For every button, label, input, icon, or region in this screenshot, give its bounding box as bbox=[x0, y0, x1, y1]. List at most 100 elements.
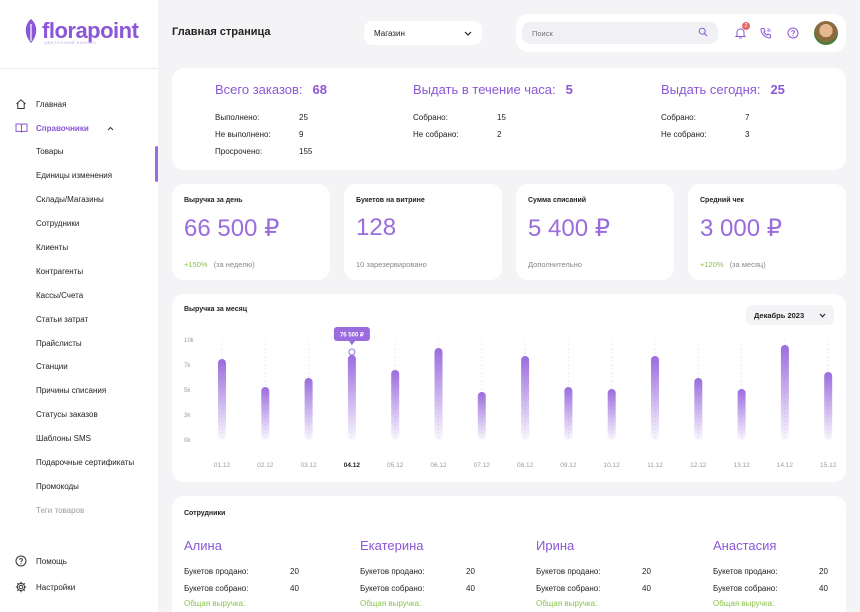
employee-name[interactable]: Анастасия bbox=[713, 538, 777, 553]
sidebar-subitem[interactable]: Станции bbox=[36, 362, 68, 372]
sidebar-subitem[interactable]: Причины списания bbox=[36, 386, 107, 396]
employee-name[interactable]: Алина bbox=[184, 538, 222, 553]
sidebar-subitem[interactable]: Подарочные сертификаты bbox=[36, 458, 135, 468]
tooltip-arrow bbox=[348, 341, 355, 345]
sidebar-scrollbar[interactable] bbox=[155, 146, 158, 182]
chevron-down-icon bbox=[819, 311, 826, 320]
sidebar-subitem[interactable]: Контрагенты bbox=[36, 266, 84, 276]
sidebar-subitem[interactable]: Промокоды bbox=[36, 481, 79, 491]
kpi-delta: +120% bbox=[700, 260, 724, 269]
y-tick-label: 7k bbox=[184, 363, 191, 369]
employee-name[interactable]: Ирина bbox=[536, 538, 575, 553]
revenue-bar-chart: 0k 3k 5k 7k 10k 01.12 02.12 03.12 04.12 05.12 06.1… bbox=[184, 327, 837, 469]
kpi-card-daily-revenue: Выручка за день 66 500 ₽ +150% (за неделю… bbox=[172, 184, 330, 280]
x-tick-label: 04.12 bbox=[344, 462, 361, 469]
x-tick-label: 03.12 bbox=[300, 462, 317, 469]
employee-name[interactable]: Екатерина bbox=[360, 538, 424, 553]
stat-label: Собрано: bbox=[413, 113, 448, 122]
leaf-logo-icon bbox=[25, 19, 37, 43]
search-box bbox=[522, 22, 718, 44]
chevron-up-icon[interactable] bbox=[107, 124, 114, 133]
help-icon[interactable] bbox=[786, 26, 800, 40]
stat-label: Общая выручка: bbox=[184, 599, 246, 608]
hover-point bbox=[348, 348, 356, 356]
sidebar-item-directories[interactable]: Справочники bbox=[0, 116, 158, 140]
kpi-note: (за неделю) bbox=[213, 260, 255, 269]
employees-card: Сотрудники Алина Букетов продано: 20 Букето… bbox=[172, 496, 846, 612]
sidebar-subitem[interactable]: Единицы изменения bbox=[36, 171, 113, 181]
stat-label: Общая выручка: bbox=[360, 599, 422, 608]
search-icon[interactable] bbox=[698, 24, 708, 42]
stat-value: 20 bbox=[466, 567, 475, 576]
sidebar-nav: Главная Справочники Товары Единицы измене… bbox=[0, 92, 158, 522]
x-tick-label: 01.12 bbox=[214, 462, 231, 469]
sidebar-item-home[interactable]: Главная bbox=[0, 92, 158, 116]
avatar[interactable] bbox=[814, 21, 838, 45]
chart-title: Выручка за месяц bbox=[184, 306, 247, 313]
employees-title: Сотрудники bbox=[184, 510, 226, 517]
orders-hour-value: 5 bbox=[565, 82, 573, 97]
x-tick-label: 12.12 bbox=[690, 462, 707, 469]
bar bbox=[477, 392, 486, 440]
sidebar-divider bbox=[0, 68, 158, 69]
x-tick-label: 11.12 bbox=[647, 462, 663, 469]
x-tick-label: 08.12 bbox=[517, 462, 534, 469]
phone-icon[interactable] bbox=[759, 26, 773, 40]
y-tick-label: 3k bbox=[184, 413, 191, 419]
logo[interactable]: florapoint bbox=[22, 18, 139, 44]
kpi-value: 3 000 ₽ bbox=[700, 215, 782, 242]
stat-label: Просрочено: bbox=[215, 147, 263, 156]
month-select[interactable]: Декабрь 2023 bbox=[746, 305, 834, 325]
x-tick-label: 06.12 bbox=[430, 462, 447, 469]
sidebar-bottom: Помощь Настройки bbox=[0, 548, 158, 600]
sidebar-subitem[interactable]: Клиенты bbox=[36, 243, 69, 252]
bell-icon[interactable] bbox=[733, 26, 747, 40]
sidebar-subitem[interactable]: Кассы/Счета bbox=[36, 290, 84, 300]
stat-label: Не выполнено: bbox=[215, 130, 271, 139]
bar bbox=[434, 348, 443, 440]
revenue-chart-card: 0k 3k 5k 7k 10k 01.12 02.12 03.12 04.12 05.12 06.1… bbox=[172, 294, 846, 482]
bar bbox=[261, 387, 270, 440]
stat-label: Общая выручка: bbox=[536, 599, 598, 608]
stat-value: 7 bbox=[745, 113, 750, 122]
stat-label: Не собрано: bbox=[661, 130, 707, 139]
sidebar-subitem[interactable]: Сотрудники bbox=[36, 219, 80, 229]
kpi-title: Букетов на витрине bbox=[356, 197, 425, 204]
kpi-card-writeoffs: Сумма списаний 5 400 ₽ Дополнительно bbox=[516, 184, 674, 280]
search-input[interactable] bbox=[532, 28, 682, 38]
sidebar-subitem[interactable]: Прайслисты bbox=[36, 338, 82, 348]
stat-value: 15 bbox=[497, 113, 506, 122]
kpi-title: Выручка за день bbox=[184, 197, 243, 204]
x-tick-label: 02.12 bbox=[257, 462, 274, 469]
brand-name: florapoint bbox=[42, 18, 139, 43]
sidebar-subitem[interactable]: Теги товаров bbox=[36, 505, 85, 515]
sidebar-item-settings[interactable]: Настройки bbox=[0, 574, 158, 600]
stat-label: Букетов продано: bbox=[360, 567, 425, 576]
kpi-note: (за месяц) bbox=[729, 260, 766, 269]
store-select[interactable]: Магазин bbox=[364, 21, 482, 45]
stat-value: 40 bbox=[466, 584, 475, 593]
bar bbox=[737, 389, 746, 440]
stat-label: Букетов собрано: bbox=[360, 584, 425, 593]
sidebar-subitem[interactable]: Статьи затрат bbox=[36, 314, 89, 324]
sidebar-subitem[interactable]: Товары bbox=[36, 147, 64, 157]
y-tick-label: 0k bbox=[184, 438, 191, 444]
sidebar-subitem[interactable]: Статусы заказов bbox=[36, 410, 98, 420]
stat-value: 20 bbox=[819, 567, 828, 576]
employee-column: Ирина Букетов продано: 20 Букетов собрано: 4… bbox=[536, 538, 651, 608]
x-tick-label: 13.12 bbox=[733, 462, 750, 469]
stat-label: Выполнено: bbox=[215, 113, 260, 122]
sidebar-item-help[interactable]: Помощь bbox=[0, 548, 158, 574]
bar bbox=[521, 356, 530, 440]
stat-value: 20 bbox=[642, 567, 651, 576]
sidebar-subitem[interactable]: Шаблоны SMS bbox=[36, 434, 91, 444]
stat-label: Общая выручка: bbox=[713, 599, 775, 608]
stat-value: 2 bbox=[497, 130, 502, 139]
bar bbox=[651, 356, 659, 440]
stat-label: Не собрано: bbox=[413, 130, 459, 139]
sidebar-subitem[interactable]: Склады/Магазины bbox=[36, 195, 104, 205]
month-select-value: Декабрь 2023 bbox=[754, 310, 805, 320]
kpi-value: 5 400 ₽ bbox=[528, 215, 610, 242]
kpi-value: 66 500 ₽ bbox=[184, 215, 280, 242]
orders-total-value: 68 bbox=[312, 82, 327, 97]
